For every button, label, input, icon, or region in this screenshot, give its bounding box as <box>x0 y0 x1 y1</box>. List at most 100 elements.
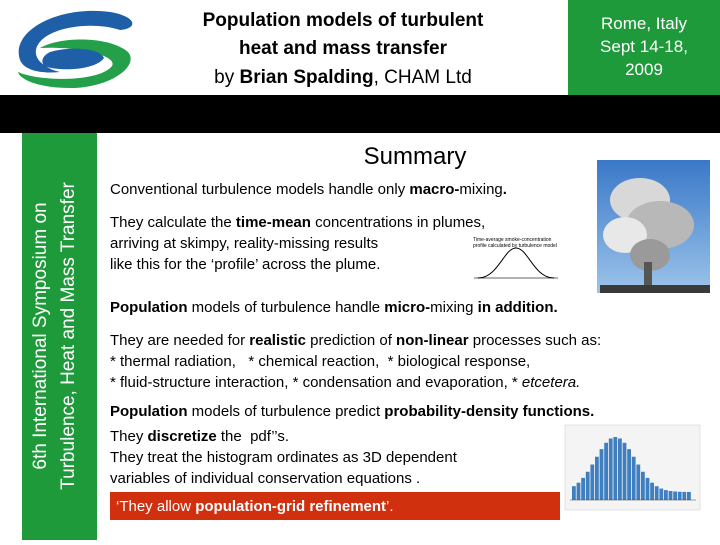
text-run: etcetera. <box>522 374 580 391</box>
bold-run: discretize <box>148 428 217 445</box>
histogram-bar <box>618 438 622 500</box>
text-run: models of turbulence predict <box>188 403 385 420</box>
bold-run: macro- <box>409 181 459 198</box>
text-run: arriving at skimpy, reality-missing resu… <box>110 235 378 252</box>
text-run: mixing <box>430 299 478 316</box>
text-line: by Brian Spalding, CHAM Ltd <box>214 67 472 88</box>
callout: ‘They allow population-grid refinement’. <box>116 498 394 515</box>
text-run: ‘They allow <box>116 498 195 515</box>
text-line: variables of individual conservation equ… <box>110 470 420 487</box>
histogram-bar <box>659 488 664 500</box>
histogram-bar <box>581 477 585 500</box>
text-line: They calculate the time-mean concentrati… <box>110 214 485 231</box>
bold-run: non-linear <box>396 332 469 349</box>
location-box <box>568 0 720 95</box>
histogram-bar <box>645 477 650 500</box>
bold-run: realistic <box>249 332 306 349</box>
histogram-bar <box>631 456 636 500</box>
text-run: Conventional turbulence models handle on… <box>110 181 409 198</box>
text-run: ’. <box>386 498 394 515</box>
text-line: ‘They allow population-grid refinement’. <box>116 498 394 515</box>
histogram-bar <box>572 486 576 500</box>
histogram-bar <box>636 464 641 500</box>
histogram-bar <box>673 491 677 500</box>
text-line: Population models of turbulence handle m… <box>110 299 558 316</box>
text-run: , CHAM Ltd <box>374 67 472 88</box>
title-line: heat and mass transfer <box>239 38 448 59</box>
histogram-bar <box>664 490 668 500</box>
histogram-bar <box>668 490 673 500</box>
histogram-bar <box>677 491 682 500</box>
text-line: They discretize the pdf’’s. <box>110 428 289 445</box>
histogram-bar <box>613 437 618 500</box>
text-run: They <box>110 428 148 445</box>
text-run: by <box>214 67 239 88</box>
text-line: They are needed for realistic prediction… <box>110 332 601 349</box>
title-line: Population models of turbulent <box>203 10 484 31</box>
text-run: prediction of <box>306 332 396 349</box>
histogram-bar <box>627 449 631 500</box>
logo <box>18 10 133 88</box>
histogram-figure <box>564 424 701 511</box>
figure-caption: profile calculated by turbulence model <box>473 243 557 249</box>
text-line: * fluid-structure interaction, * condens… <box>110 374 580 391</box>
profile-figure: Time-average smoke-concentration profile… <box>470 234 560 282</box>
text-line: like this for the ‘profile’ across the p… <box>110 256 380 273</box>
histogram-bar <box>682 491 687 500</box>
text-run: processes such as: <box>469 332 602 349</box>
bold-run: Population <box>110 403 188 420</box>
text-line: Population models of turbulence predict … <box>110 403 594 420</box>
text-run: concentrations in plumes, <box>311 214 485 231</box>
bold-run: time-mean <box>236 214 311 231</box>
text-line: * thermal radiation, * chemical reaction… <box>110 353 530 370</box>
location-line: 2009 <box>625 60 663 79</box>
text-run: * thermal radiation, * chemical reaction… <box>110 353 530 370</box>
histogram-bar <box>599 449 604 500</box>
text-run: variables of individual conservation equ… <box>110 470 420 487</box>
text-run: mixing <box>459 181 502 198</box>
text-line: They treat the histogram ordinates as 3D… <box>110 449 458 466</box>
sidebar-text: 6th International Symposium on Turbulence… <box>30 181 79 489</box>
sidebar <box>22 133 97 540</box>
bold-run: population-grid refinement <box>195 498 386 515</box>
text-run: They are needed for <box>110 332 249 349</box>
text-run: They calculate the <box>110 214 236 231</box>
histogram-bar <box>654 486 659 500</box>
histogram-bar <box>585 471 590 500</box>
histogram-bar <box>622 442 627 500</box>
bold-run: Brian Spalding <box>240 67 374 88</box>
histogram-bar <box>595 456 599 500</box>
bold-run: in addition. <box>478 299 558 316</box>
histogram-bar <box>604 442 608 500</box>
histogram-bar <box>687 491 691 500</box>
black-band <box>0 95 720 133</box>
text-run: * fluid-structure interaction, * condens… <box>110 374 522 391</box>
body-text: Conventional turbulence models handle on… <box>110 181 601 487</box>
text-line: arriving at skimpy, reality-missing resu… <box>110 235 378 252</box>
histogram-bar <box>608 438 613 500</box>
sidebar-line: 6th International Symposium on <box>30 202 51 469</box>
bold-run: probability-density functions. <box>384 403 594 420</box>
histogram-bar <box>590 464 595 500</box>
sidebar-line: Turbulence, Heat and Mass Transfer <box>58 181 79 489</box>
text-run: models of turbulence handle <box>188 299 385 316</box>
figure-caption: Time-average smoke-concentration <box>473 237 552 243</box>
text-run: the pdf’’s. <box>217 428 289 445</box>
photo <box>597 160 710 293</box>
location-line: Sept 14-18, <box>600 37 688 56</box>
bold-run: . <box>503 181 507 198</box>
text-run: like this for the ‘profile’ across the p… <box>110 256 380 273</box>
bold-run: micro- <box>384 299 430 316</box>
histogram-bar <box>650 482 654 500</box>
heading: Summary <box>364 143 467 170</box>
callout-box <box>110 492 560 520</box>
location: Rome, Italy Sept 14-18, 2009 <box>600 14 688 79</box>
text-run: They treat the histogram ordinates as 3D… <box>110 449 458 466</box>
histogram-bar <box>641 471 645 500</box>
bold-run: Population <box>110 299 188 316</box>
text-line: Conventional turbulence models handle on… <box>110 181 507 198</box>
histogram-bar <box>576 482 581 500</box>
location-line: Rome, Italy <box>601 14 687 33</box>
title: Population models of turbulent heat and m… <box>203 10 484 88</box>
